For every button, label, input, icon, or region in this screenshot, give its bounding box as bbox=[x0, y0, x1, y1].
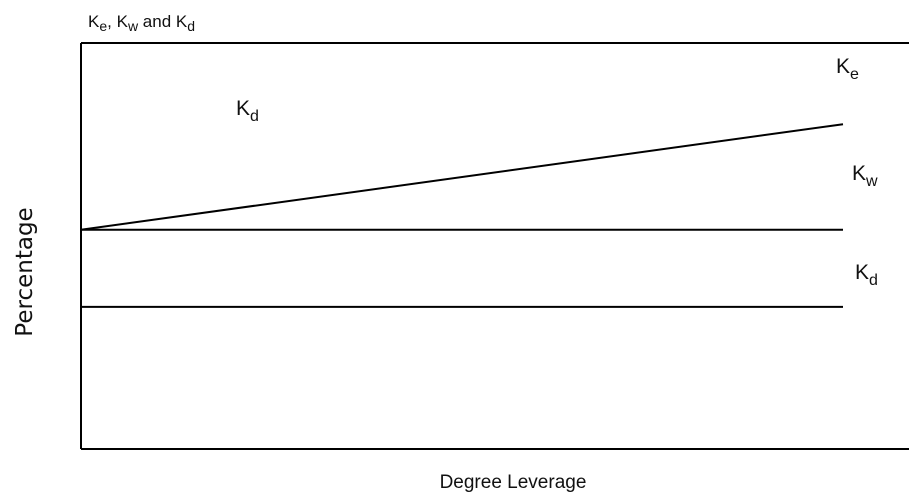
series-line-ke bbox=[80, 123, 844, 231]
x-axis-label: Degree Leverage bbox=[440, 472, 587, 493]
annotation-kd: Kd bbox=[236, 97, 259, 125]
title-sub-e: e bbox=[99, 18, 107, 34]
series-label-kw-sub: w bbox=[865, 173, 878, 190]
series-label-kw: Kw bbox=[852, 162, 878, 190]
series-label-ke-sub: e bbox=[850, 66, 859, 83]
series-group bbox=[80, 123, 844, 308]
title-sub-w: w bbox=[127, 18, 139, 34]
series-label-kw-main: K bbox=[852, 162, 866, 185]
chart-title: Ke, Kw and Kd bbox=[88, 12, 195, 34]
series-label-kd-main: K bbox=[855, 261, 869, 284]
title-part-k-d: and K bbox=[138, 12, 188, 31]
title-part-k-e: K bbox=[88, 12, 100, 31]
title-sub-d: d bbox=[187, 18, 195, 34]
annotation-kd-main: K bbox=[236, 97, 250, 120]
annotation-kd-sub: d bbox=[250, 108, 259, 125]
series-label-kd-sub: d bbox=[869, 272, 878, 289]
y-axis-label: Percentage bbox=[12, 207, 38, 336]
title-part-k-w: , K bbox=[107, 12, 128, 31]
series-label-ke: Ke bbox=[836, 55, 859, 83]
series-label-ke-main: K bbox=[836, 55, 850, 78]
series-label-kd: Kd bbox=[855, 261, 878, 289]
